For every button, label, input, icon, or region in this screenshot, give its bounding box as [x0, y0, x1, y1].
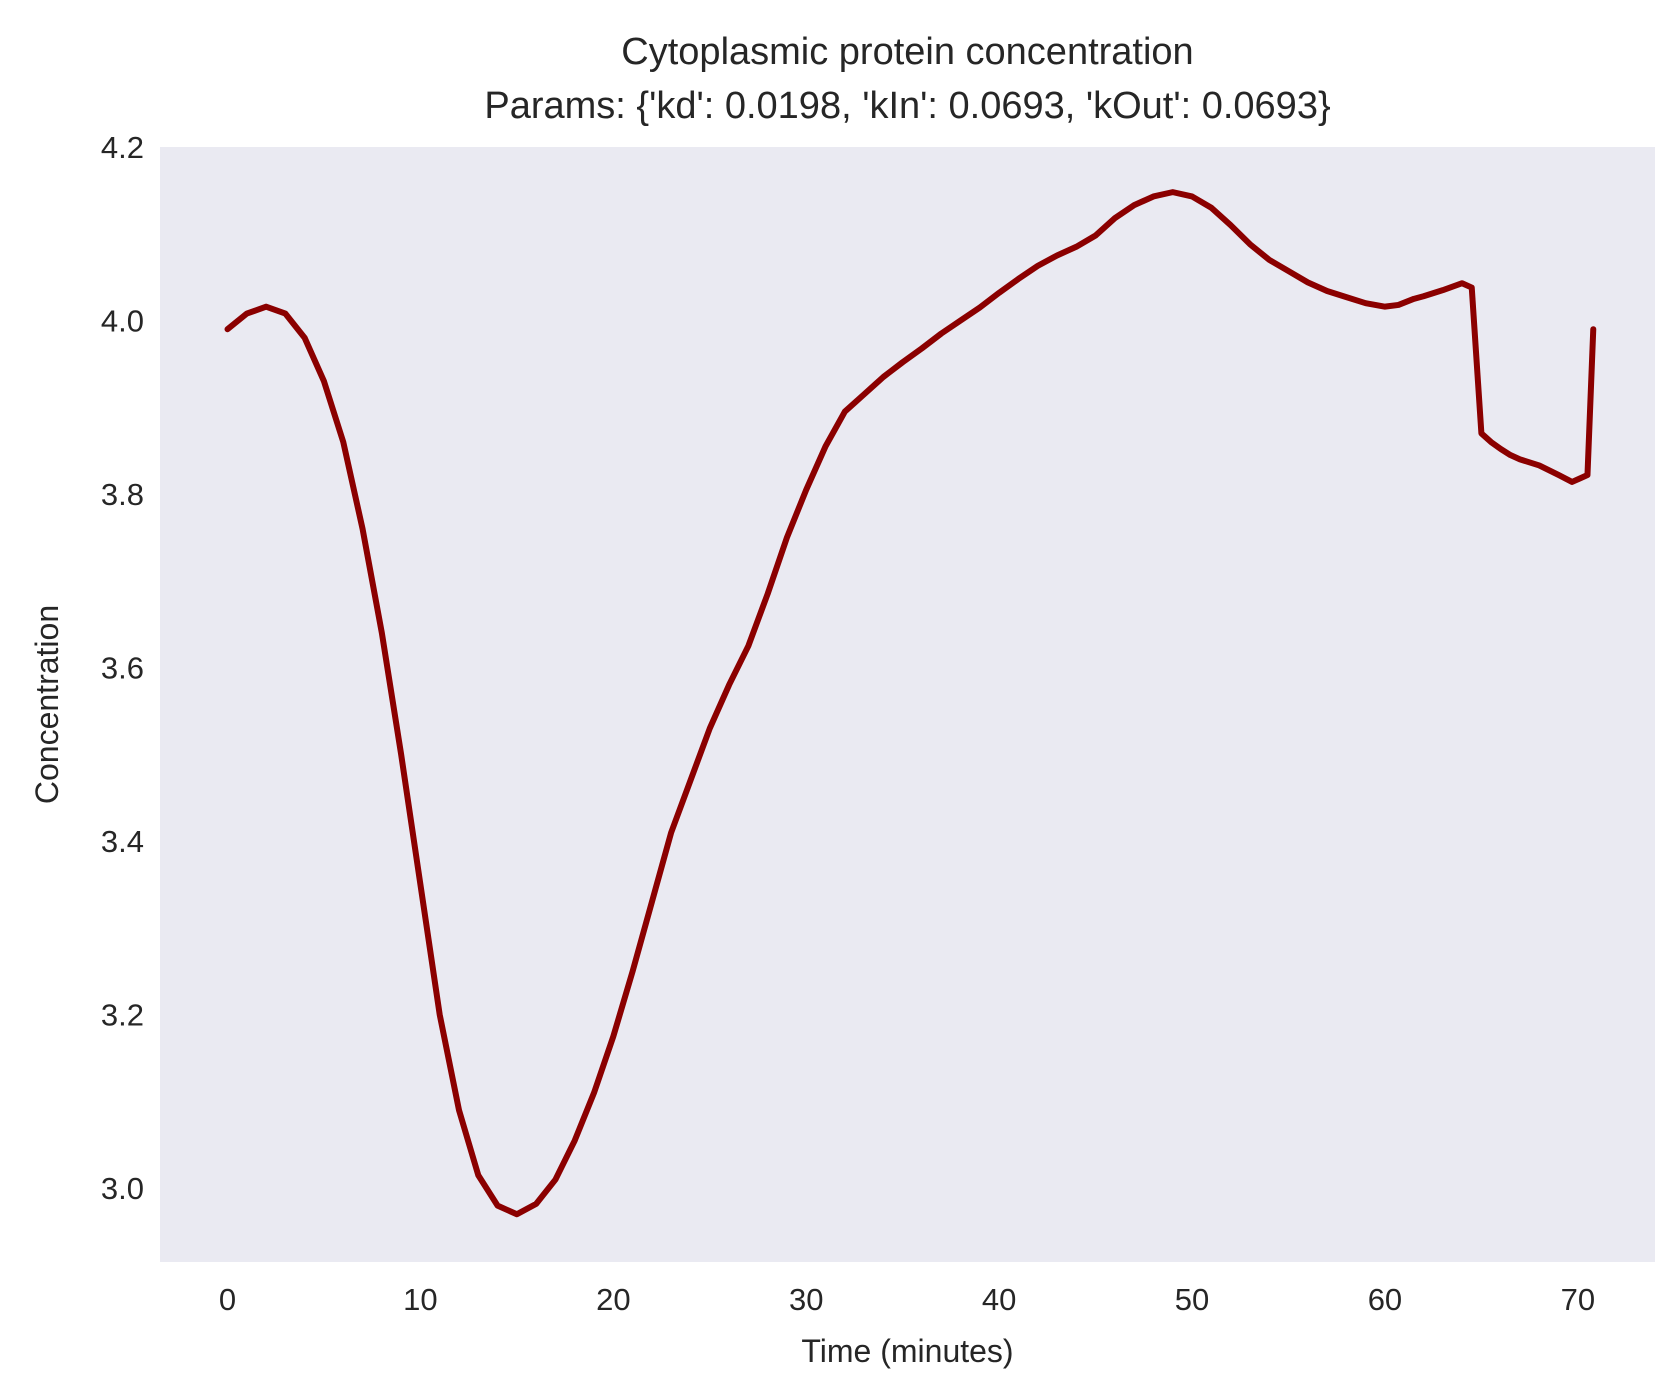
- x-tick-label: 50: [1175, 1282, 1209, 1317]
- x-tick-label: 10: [403, 1282, 437, 1317]
- x-tick-label: 20: [596, 1282, 630, 1317]
- y-tick-label: 3.0: [101, 1171, 144, 1206]
- x-tick-label: 40: [982, 1282, 1016, 1317]
- chart-title-line2: Params: {'kd': 0.0198, 'kIn': 0.0693, 'k…: [484, 85, 1330, 127]
- y-tick-label: 3.2: [101, 998, 144, 1033]
- y-tick-label: 4.2: [101, 130, 144, 165]
- x-tick-label: 30: [789, 1282, 823, 1317]
- series-line: [224, 189, 1597, 1218]
- chart-title-line1: Cytoplasmic protein concentration: [621, 31, 1193, 73]
- y-tick-label: 4.0: [101, 304, 144, 339]
- y-tick-label: 3.4: [101, 824, 144, 859]
- y-tick-label: 3.8: [101, 477, 144, 512]
- x-tick-label: 70: [1561, 1282, 1595, 1317]
- plot-background: [160, 147, 1655, 1262]
- x-axis-ticks: 0 10 20 30 40 50 60 70: [219, 1282, 1595, 1317]
- x-tick-label: 0: [219, 1282, 236, 1317]
- y-tick-label: 3.6: [101, 651, 144, 686]
- y-axis-ticks: 3.0 3.2 3.4 3.6 3.8 4.0 4.2: [101, 130, 144, 1206]
- x-axis-label: Time (minutes): [801, 1333, 1013, 1369]
- x-tick-label: 60: [1368, 1282, 1402, 1317]
- y-axis-label: Concentration: [29, 605, 65, 804]
